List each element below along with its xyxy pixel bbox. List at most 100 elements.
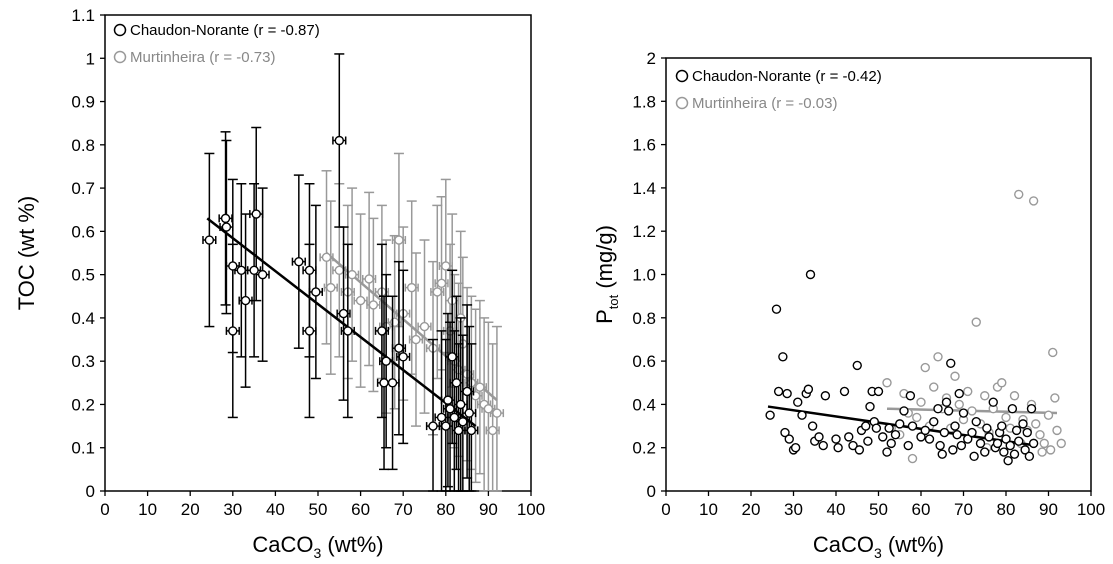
chaudon-data-point <box>958 408 969 418</box>
toc-x-tick-label: 30 <box>223 500 242 519</box>
toc-y-tick-label: 0.4 <box>71 309 95 328</box>
ptot-x-tick-label: 80 <box>997 500 1016 519</box>
chaudon-data-point <box>780 427 790 438</box>
ptot-y-tick-label: 0 <box>647 482 656 501</box>
chaudon-regression-line <box>206 217 477 428</box>
chaudon-data-point <box>458 417 468 427</box>
chaudon-data-point <box>863 436 873 446</box>
chaudon-data-point <box>948 445 958 455</box>
chaudon-data-point <box>1024 451 1035 462</box>
murtinheira-data-point <box>394 235 404 245</box>
chaudon-data-point <box>907 421 918 431</box>
murtinheira-data-point <box>487 425 498 436</box>
murtinheira-data-point <box>971 317 981 327</box>
chaudon-data-point <box>992 438 1003 449</box>
murtinheira-data-point <box>907 453 918 464</box>
chaudon-data-point <box>249 265 259 276</box>
chaudon-data-point <box>1018 419 1028 429</box>
toc-y-tick-label: 0.7 <box>71 179 95 198</box>
ptot-x-tick-label: 60 <box>912 500 931 519</box>
toc-legend-label-chaudon: Chaudon-Norante (r = -0.87) <box>130 22 320 39</box>
chaudon-data-point <box>797 410 807 420</box>
chaudon-data-point <box>871 423 882 433</box>
chaudon-data-point <box>937 449 947 459</box>
chaudon-data-point <box>844 432 854 442</box>
toc-x-axis-label: CaCO3 (wt%) <box>252 532 383 561</box>
murtinheira-data-point <box>963 386 973 397</box>
ptot-x-tick-label: 0 <box>661 500 670 519</box>
chaudon-data-point <box>790 443 801 453</box>
ptot-x-axis-label: CaCO3 (wt%) <box>813 532 944 561</box>
murtinheira-data-point <box>912 412 922 423</box>
toc-y-tick-label: 0 <box>86 482 95 501</box>
chaudon-data-point <box>381 356 391 366</box>
murtinheira-data-point <box>954 399 964 410</box>
ptot-y-tick-label: 1.2 <box>632 222 656 241</box>
chaudon-data-point <box>886 438 896 449</box>
chaudon-data-point <box>228 261 238 271</box>
toc-y-tick-label: 0.3 <box>71 352 95 371</box>
chaudon-data-point <box>441 421 451 431</box>
ptot-y-tick-label: 2 <box>647 49 656 68</box>
chaudon-data-point <box>839 386 850 397</box>
chaudon-data-point <box>1005 440 1015 451</box>
chaudon-data-point <box>950 421 960 431</box>
chaudon-data-point <box>818 440 828 451</box>
chaudon-data-point <box>1020 445 1030 455</box>
murtinheira-data-point <box>1014 189 1024 200</box>
ptot-legend-label-murtinheira: Murtinheira (r = -0.03) <box>692 95 837 112</box>
murtinheira-data-point <box>1031 419 1041 429</box>
toc-legend-marker-murtinheira <box>113 50 127 64</box>
ptot-y-tick-label: 0.6 <box>632 352 656 371</box>
chaudon-data-point <box>778 352 788 362</box>
chaudon-data-point <box>831 434 841 444</box>
chaudon-data-point <box>304 326 315 336</box>
toc-legend: Chaudon-Norante (r = -0.87) Murtinheira … <box>113 22 320 66</box>
toc-x-tick-label: 10 <box>138 500 157 519</box>
toc-x-tick-label: 0 <box>100 500 109 519</box>
toc-x-tick-label: 40 <box>266 500 285 519</box>
chaudon-data-point <box>873 386 884 397</box>
chaudon-data-point <box>997 421 1007 431</box>
ptot-x-tick-label: 30 <box>784 500 803 519</box>
toc-legend-label-murtinheira: Murtinheira (r = -0.73) <box>130 49 275 66</box>
chaudon-data-point <box>982 423 992 433</box>
murtinheira-data-point <box>321 252 332 263</box>
ptot-x-tick-label: 70 <box>954 500 973 519</box>
chaudon-data-point <box>943 406 954 416</box>
murtinheira-data-point <box>1001 412 1011 423</box>
chaudon-data-point <box>443 395 453 405</box>
murtinheira-data-point <box>980 391 990 401</box>
chaudon-data-point <box>963 434 973 444</box>
chaudon-data-point <box>1009 449 1020 459</box>
murtinheira-data-point <box>355 295 366 306</box>
chaudon-data-point <box>236 265 247 276</box>
chaudon-data-point <box>1014 436 1024 446</box>
chaudon-data-point <box>428 421 438 431</box>
murtinheira-data-point <box>1039 438 1049 449</box>
chaudon-data-point <box>462 386 472 397</box>
chaudon-data-point <box>1003 455 1013 466</box>
ptot-x-tick-label: 50 <box>869 500 888 519</box>
toc-y-tick-label: 0.2 <box>71 395 95 414</box>
chaudon-data-point <box>773 386 784 397</box>
ptot-y-tick-label: 0.8 <box>632 309 656 328</box>
murtinheira-data-point <box>997 378 1007 388</box>
chaudon-data-point <box>899 406 909 416</box>
chaudon-data-point <box>882 447 892 457</box>
chaudon-data-point <box>905 391 916 401</box>
chaudon-data-point <box>903 440 913 451</box>
toc-x-tick-label: 70 <box>394 500 413 519</box>
chaudon-data-point <box>304 265 315 276</box>
chaudon-data-point <box>999 447 1009 457</box>
toc-y-tick-label: 0.9 <box>71 93 95 112</box>
chaudon-data-point <box>1001 434 1011 444</box>
chaudon-data-point <box>456 399 466 410</box>
murtinheira-data-point <box>920 362 930 373</box>
ptot-legend-marker-chaudon <box>675 69 689 83</box>
chaudon-data-point <box>464 408 474 418</box>
chaudon-data-point <box>240 295 251 306</box>
murtinheira-data-point <box>347 269 357 280</box>
murtinheira-data-point <box>475 382 485 392</box>
toc-y-tick-label: 0.5 <box>71 266 95 285</box>
